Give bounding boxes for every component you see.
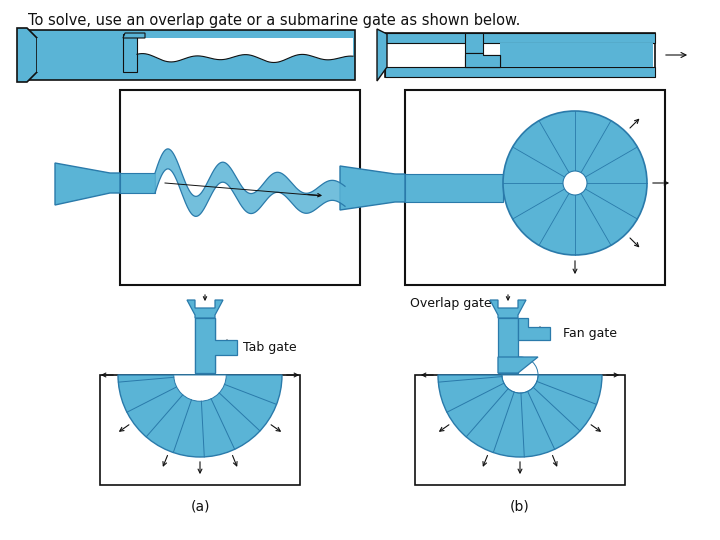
Text: (a): (a) [190,499,210,513]
Bar [195,318,215,373]
Polygon shape [498,357,538,373]
Bar [100,375,300,485]
Wedge shape [438,375,602,457]
Polygon shape [17,28,37,82]
Wedge shape [502,375,538,393]
Polygon shape [465,53,500,67]
Polygon shape [377,29,387,81]
Bar [385,33,655,43]
Text: Tab gate: Tab gate [243,341,297,354]
Polygon shape [195,318,237,373]
Bar [465,55,500,67]
Polygon shape [123,33,145,38]
Wedge shape [118,375,282,457]
Polygon shape [55,163,120,205]
Polygon shape [340,166,405,210]
Bar [385,33,655,77]
Polygon shape [155,149,345,217]
Bar [25,30,355,80]
Bar [498,318,518,373]
Polygon shape [137,53,353,72]
Text: To solve, use an overlap gate or a submarine gate as shown below.: To solve, use an overlap gate or a subma… [28,13,521,28]
Bar [120,90,360,285]
Polygon shape [187,300,223,318]
Bar [415,375,625,485]
Bar [500,43,653,67]
Polygon shape [518,318,550,340]
Text: (b): (b) [510,499,530,513]
Bar [465,33,483,53]
Circle shape [563,171,587,195]
Bar [385,67,655,77]
Bar [405,90,665,285]
Bar [405,174,503,202]
Bar [123,34,137,72]
Polygon shape [490,300,526,318]
Circle shape [503,111,647,255]
Text: Fan gate: Fan gate [563,327,617,340]
Bar [120,173,155,193]
Wedge shape [174,375,226,401]
Bar [37,38,353,72]
Bar [37,38,123,72]
Text: Overlap gate: Overlap gate [410,297,492,310]
